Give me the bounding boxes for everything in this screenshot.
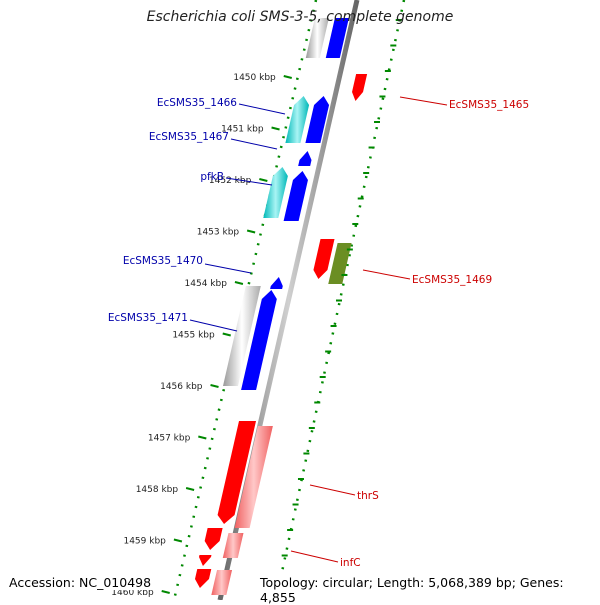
feature-gray-gene-1471: [222, 286, 261, 386]
feature-reverse-cds-bottom: [194, 569, 212, 588]
tick-label: 1458 kbp: [136, 485, 179, 495]
feature-gene-pfkB: [263, 167, 288, 218]
tick-label: 1460 kbp: [111, 588, 154, 598]
feature-forward-cds-1466: [305, 96, 330, 143]
summary-value: Topology: circular; Length: 5,068,389 bp…: [260, 575, 564, 605]
feature-gene-infC: [222, 533, 244, 558]
feature-gene-1466: [285, 96, 310, 143]
label-leader: [230, 138, 278, 150]
gene-label: EcSMS35_1471: [108, 312, 188, 324]
tick-label: 1459 kbp: [123, 537, 166, 547]
label-leader: [189, 319, 238, 332]
gene-label: EcSMS35_1469: [412, 274, 492, 286]
feature-gene-bottom: [211, 570, 233, 595]
tick-label: 1454 kbp: [185, 279, 228, 289]
outer-dotted-track: [274, 0, 406, 600]
map-title: Escherichia coli SMS-3-5, complete genom…: [146, 9, 454, 25]
feature-gray-gene-top: [305, 18, 329, 58]
tick-mark: [234, 281, 244, 285]
feature-forward-cds-top: [325, 18, 349, 58]
tick-label: 1453 kbp: [197, 228, 240, 238]
gene-label: EcSMS35_1465: [449, 99, 529, 111]
feature-other-gene-1469: [328, 243, 352, 284]
gene-label: pfkB: [200, 171, 224, 183]
tick-mark: [161, 590, 170, 594]
tick-label: 1451 kbp: [221, 125, 264, 135]
gene-label: thrS: [357, 490, 379, 502]
feature-reverse-cds-infC-b: [199, 555, 212, 566]
tick-mark: [259, 178, 268, 182]
feature-gene-thrS: [234, 426, 273, 528]
tick-mark: [246, 229, 256, 234]
gene-label: EcSMS35_1467: [149, 131, 229, 143]
feature-reverse-cds-infC-a: [204, 528, 223, 550]
tick-mark: [222, 332, 231, 337]
label-leader: [204, 263, 252, 274]
tick-mark: [283, 75, 292, 79]
tick-mark: [271, 126, 280, 131]
tick-label: 1457 kbp: [148, 434, 191, 444]
label-leader: [309, 484, 356, 496]
tick-mark: [210, 384, 219, 388]
tick-mark: [198, 435, 207, 440]
gene-label: EcSMS35_1470: [123, 255, 203, 267]
summary-text: Topology: circular; Length: 5,068,389 bp…: [260, 575, 600, 605]
label-leader: [225, 177, 273, 186]
tick-label: 1456 kbp: [160, 382, 203, 392]
feature-forward-cds-1467: [298, 151, 312, 166]
tick-mark: [173, 538, 183, 543]
feature-reverse-cds-thrS: [217, 421, 257, 524]
tick-label: 1450 kbp: [233, 73, 276, 83]
label-leader: [290, 550, 339, 563]
feature-forward-cds-1471: [241, 290, 277, 390]
label-leader: [238, 103, 286, 115]
tick-label: 1455 kbp: [172, 331, 215, 341]
feature-forward-cds-1470: [270, 277, 283, 289]
feature-forward-cds-pfkB: [283, 171, 308, 221]
accession-text: Accession: NC_010498: [9, 575, 152, 590]
gene-label: infC: [340, 557, 361, 569]
tick-label: 1452 kbp: [209, 176, 252, 186]
feature-reverse-cds-1465: [352, 74, 368, 101]
label-leader: [362, 269, 411, 280]
accession-value: Accession: NC_010498: [9, 575, 152, 590]
gene-label: EcSMS35_1466: [157, 97, 237, 109]
label-leader: [399, 96, 448, 106]
tick-mark: [185, 487, 195, 491]
feature-reverse-cds-1469: [313, 239, 335, 279]
